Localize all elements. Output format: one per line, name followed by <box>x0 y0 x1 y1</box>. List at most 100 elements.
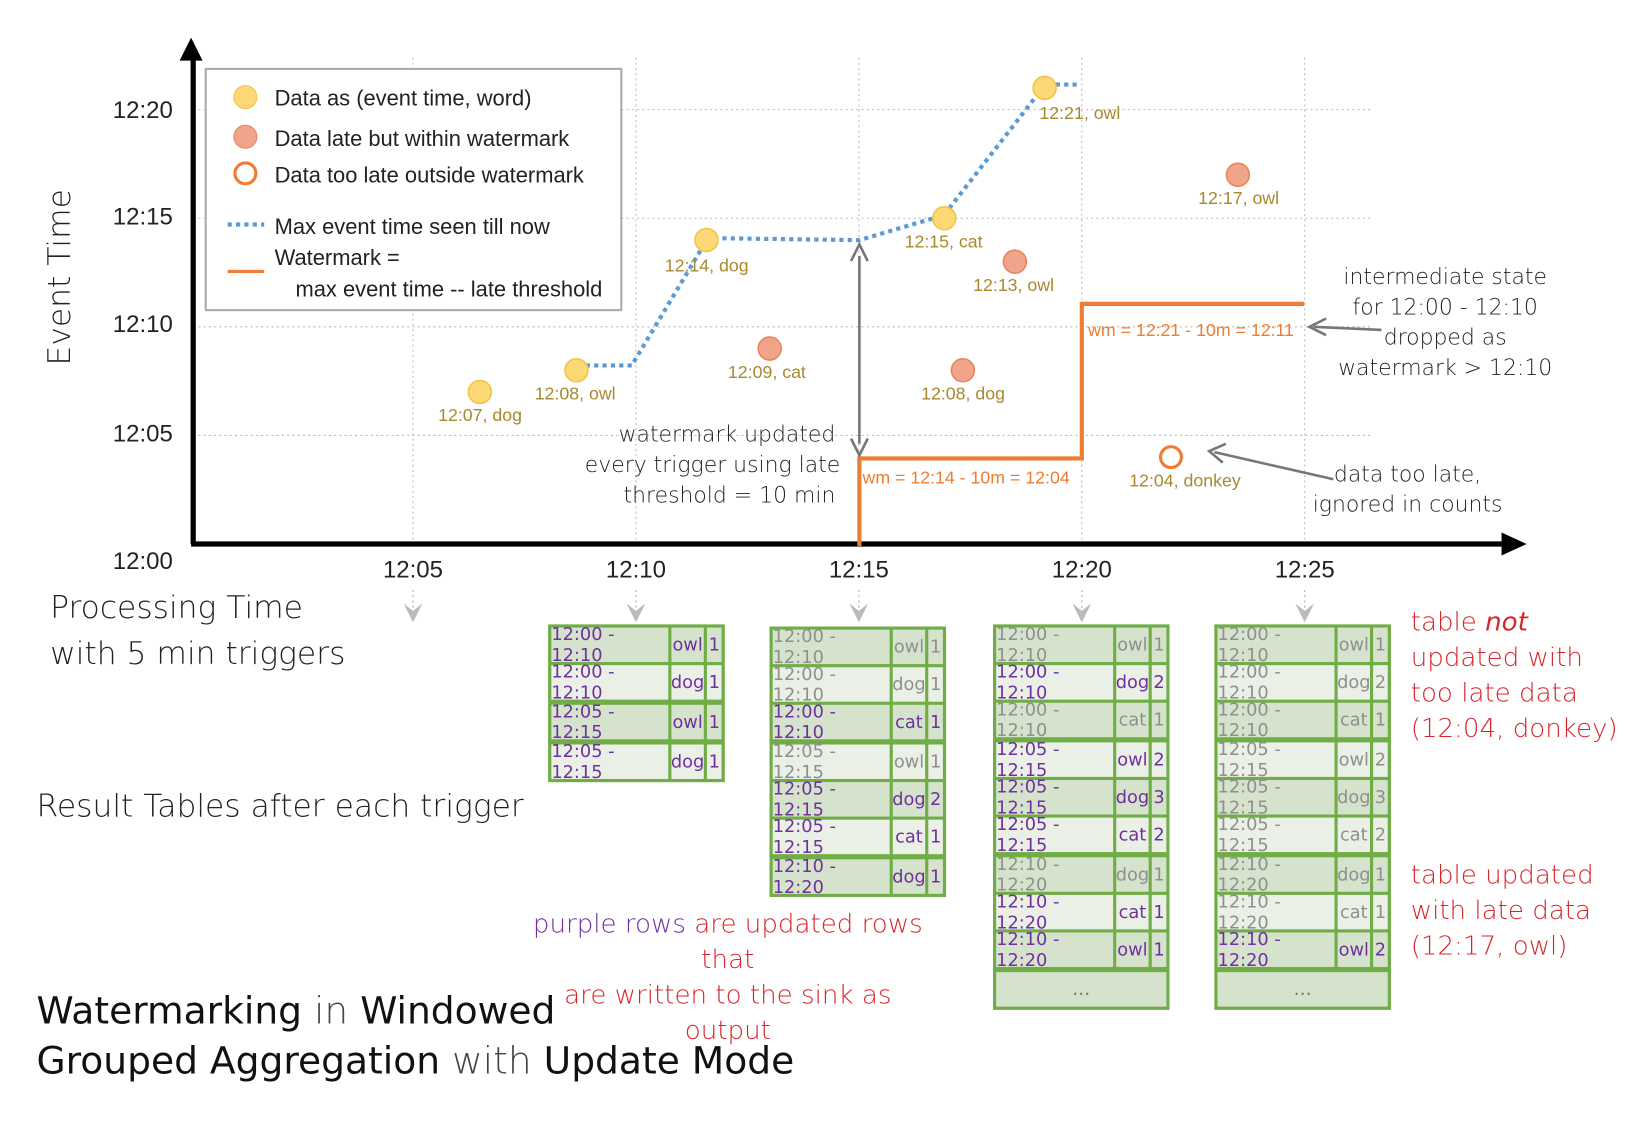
cell-count: 1 <box>928 629 943 665</box>
cell-window: 12:00 - 12:10 <box>772 701 890 743</box>
cell-word: cat <box>1116 702 1149 738</box>
table-row-updated: 12:05 - 12:15 owl 1 <box>551 701 722 743</box>
max-event-time-line <box>577 82 1078 368</box>
cell-word: owl <box>1116 742 1149 777</box>
cell-window: 12:00 - 12:10 <box>1217 699 1335 741</box>
x-axis-arrow-icon <box>1501 532 1527 556</box>
cell-count: 1 <box>1151 627 1167 663</box>
cell-window: 12:00 - 12:10 <box>772 664 890 705</box>
table-row: 12:10 - 12:20 cat 1 <box>1217 891 1388 933</box>
cell-count: 1 <box>1151 702 1167 738</box>
y-tick-label: 12:00 <box>113 548 173 575</box>
table-row: 12:00 - 12:10 dog 1 <box>772 664 943 705</box>
cell-word: dog <box>671 665 704 700</box>
cell-count: 1 <box>928 704 943 740</box>
table-row: 12:00 - 12:10 cat 1 <box>1217 699 1388 741</box>
note-text: (12:17, owl) <box>1410 930 1568 961</box>
cell-count: 2 <box>1373 665 1388 700</box>
cell-count: 2 <box>1373 742 1388 777</box>
table-row: 12:05 - 12:15 dog 3 <box>1217 776 1388 818</box>
table-row: 12:00 - 12:10 owl 1 <box>996 624 1167 666</box>
trigger-arrow-icon <box>1072 603 1092 623</box>
note-line: watermark updated <box>618 421 836 447</box>
cell-window: 12:00 - 12:10 <box>772 626 890 668</box>
cell-word: dog <box>892 782 926 817</box>
legend-item-label: Data too late outside watermark <box>275 163 584 188</box>
table-row-updated: 12:10 - 12:20 owl 2 <box>1217 929 1388 971</box>
watermark-label: wm = 12:21 - 10m = 12:11 <box>1087 320 1294 340</box>
cell-window: 12:10 - 12:20 <box>996 854 1114 895</box>
cell-window: 12:05 - 12:15 <box>772 778 890 820</box>
data-point-late <box>1225 162 1251 188</box>
cell-word: cat <box>1337 702 1370 738</box>
data-point-label: 12:15, cat <box>905 231 983 251</box>
pointer-arrow <box>1313 325 1382 332</box>
result-table-1220: 12:00 - 12:10 owl 1 12:00 - 12:10 dog 2 12:00 … <box>993 624 1170 1010</box>
table-row-updated: 12:05 - 12:15 owl 2 <box>996 739 1167 781</box>
cell-count: 1 <box>928 667 943 702</box>
x-tick-label: 12:10 <box>606 556 666 583</box>
cell-count: 1 <box>1373 627 1388 663</box>
cell-window: 12:00 - 12:10 <box>996 699 1114 741</box>
cell-window: 12:10 - 12:20 <box>1217 891 1335 933</box>
data-point-label: 12:08, dog <box>921 384 1005 404</box>
arrowhead-icon <box>1206 442 1227 464</box>
x-tick-label: 12:20 <box>1052 556 1112 583</box>
x-axis-label-line2: with 5 min triggers <box>50 635 346 673</box>
table-ellipsis: ... <box>996 972 1167 1007</box>
legend-item-label: max event time -- late threshold <box>296 277 603 302</box>
cell-count: 2 <box>1373 817 1388 853</box>
note-line: threshold = 10 min <box>623 482 836 508</box>
cell-count: 3 <box>1151 780 1167 815</box>
data-point-label: 12:08, owl <box>535 384 616 404</box>
cell-window: 12:05 - 12:15 <box>551 701 669 743</box>
cell-count: 1 <box>1151 894 1167 930</box>
note-text: table updated <box>1410 859 1594 890</box>
x-tick-label: 12:05 <box>383 556 443 583</box>
trigger-arrow-icon <box>849 603 869 623</box>
y-axis-label: Event Time <box>41 189 79 366</box>
cell-window: 12:05 - 12:15 <box>996 776 1114 818</box>
cell-word: cat <box>1116 817 1149 853</box>
data-point-late <box>757 336 782 361</box>
note-text: too late data <box>1410 677 1578 708</box>
legend-item-label: Max event time seen till now <box>275 214 550 239</box>
table-row: 12:10 - 12:20 dog 1 <box>1217 854 1388 895</box>
cell-count: 1 <box>706 665 722 700</box>
cell-count: 2 <box>1151 817 1167 853</box>
cell-count: 2 <box>928 782 943 817</box>
cell-word: cat <box>892 704 926 740</box>
cell-count: 3 <box>1373 780 1388 815</box>
title-part: Windowed <box>360 989 556 1033</box>
data-point-on-time <box>564 358 589 383</box>
data-point-on-time <box>1032 75 1057 101</box>
trigger-arrow-icon <box>403 603 423 623</box>
cell-window: 12:00 - 12:10 <box>551 662 669 703</box>
note-line: intermediate state <box>1343 264 1547 290</box>
table-row-updated: 12:10 - 12:20 dog 1 <box>772 856 943 897</box>
data-point-late <box>1002 249 1028 274</box>
y-tick-label: 12:15 <box>113 204 173 231</box>
title-part: with <box>440 1040 544 1083</box>
table-row: 12:05 - 12:15 owl 2 <box>1217 739 1388 781</box>
cell-word: cat <box>1337 817 1370 853</box>
note-line: data too late, <box>1333 461 1482 487</box>
cell-word: owl <box>1337 627 1370 663</box>
cell-word: owl <box>1116 932 1149 967</box>
cell-count: 1 <box>1151 932 1167 967</box>
pointer-arrow <box>1214 450 1334 481</box>
cell-count: 1 <box>1373 894 1388 930</box>
watermark-updated-note: watermark updated every trigger using la… <box>585 420 840 511</box>
cell-word: dog <box>892 859 926 894</box>
purple-rows-note: purple rows are updated rows that are wr… <box>519 906 937 1048</box>
y-tick-label: 12:10 <box>113 311 173 338</box>
table-row: 12:00 - 12:10 dog 2 <box>1217 662 1388 703</box>
note-text: updated with <box>1410 642 1583 673</box>
note-line: for 12:00 - 12:10 <box>1352 294 1538 320</box>
data-point-label: 12:07, dog <box>438 405 522 425</box>
cell-window: 12:05 - 12:15 <box>996 739 1114 781</box>
cell-word: dog <box>1337 665 1371 700</box>
data-point-on-time <box>932 205 957 231</box>
note-text: (12:04, donkey) <box>1410 713 1618 744</box>
